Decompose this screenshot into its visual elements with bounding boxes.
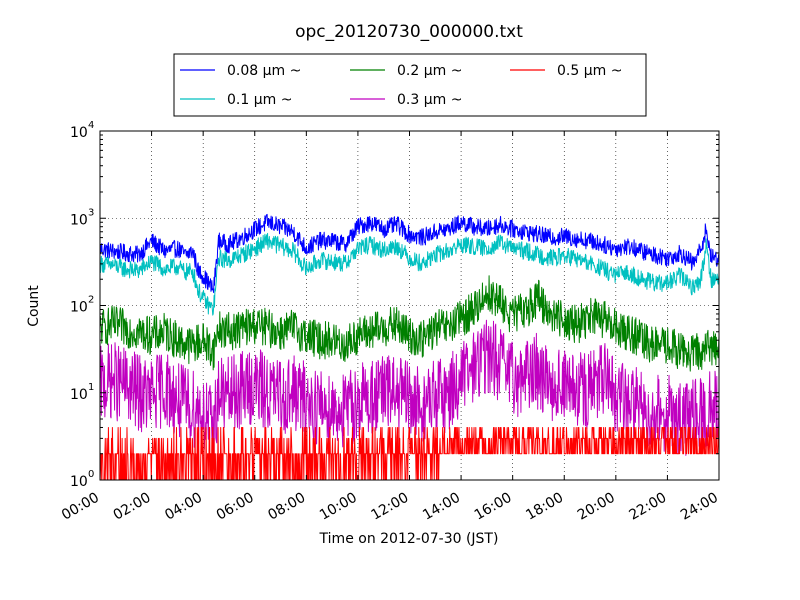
y-tick-exponent: 0 [88,469,94,480]
x-tick-label: 16:00 [472,490,515,524]
legend-label: 0.3 μm ~ [397,92,462,108]
x-tick-label: 12:00 [369,490,412,524]
legend-item: 0.08 μm ~ [180,63,301,79]
x-tick-label: 24:00 [678,490,721,524]
x-tick-label: 04:00 [162,490,205,524]
y-axis-label: Count [26,285,42,327]
legend-item: 0.2 μm ~ [350,63,462,79]
legend-label: 0.08 μm ~ [227,63,301,79]
x-tick-label: 14:00 [420,490,463,524]
y-tick-base: 10 [70,387,88,403]
legend-item: 0.5 μm ~ [510,63,622,79]
series-group [100,213,719,480]
y-tick-exponent: 2 [88,295,94,306]
legend-item: 0.3 μm ~ [350,92,462,108]
y-tick-exponent: 4 [88,120,94,131]
x-tick-label: 22:00 [626,490,669,524]
legend: 0.08 μm ~ 0.1 μm ~ 0.2 μm ~ 0.3 μm ~ 0.5 μm … [173,53,647,117]
x-tick-label: 10:00 [317,490,360,524]
y-tick-base: 10 [70,212,88,228]
chart-title: opc_20120730_000000.txt [295,22,523,42]
x-tick-label: 02:00 [111,490,154,524]
series-line [100,232,719,316]
y-tick-base: 10 [70,300,88,316]
series-line [100,275,719,372]
y-tick-label: 10 3 [70,207,94,228]
x-tick-label: 06:00 [214,490,257,524]
x-tick-label: 18:00 [523,490,566,524]
legend-item: 0.1 μm ~ [180,92,292,108]
x-tick-label: 08:00 [265,490,308,524]
y-tick-exponent: 1 [88,382,94,393]
legend-label: 0.2 μm ~ [397,63,462,79]
y-tick-label: 10 4 [70,120,94,141]
y-tick-base: 10 [70,125,88,141]
x-tick-label: 20:00 [575,490,618,524]
y-tick-label: 10 1 [70,382,94,403]
y-tick-exponent: 3 [88,207,94,218]
legend-label: 0.5 μm ~ [557,63,622,79]
x-axis-label: Time on 2012-07-30 (JST) [319,531,499,547]
legend-box [173,53,647,117]
y-tick-label: 10 2 [70,295,94,316]
series-line [100,319,719,462]
x-tick-label: 00:00 [59,490,102,524]
series-line [100,213,719,294]
y-tick-label: 10 0 [70,469,94,490]
legend-label: 0.1 μm ~ [227,92,292,108]
series-line [100,426,719,480]
y-tick-base: 10 [70,474,88,490]
